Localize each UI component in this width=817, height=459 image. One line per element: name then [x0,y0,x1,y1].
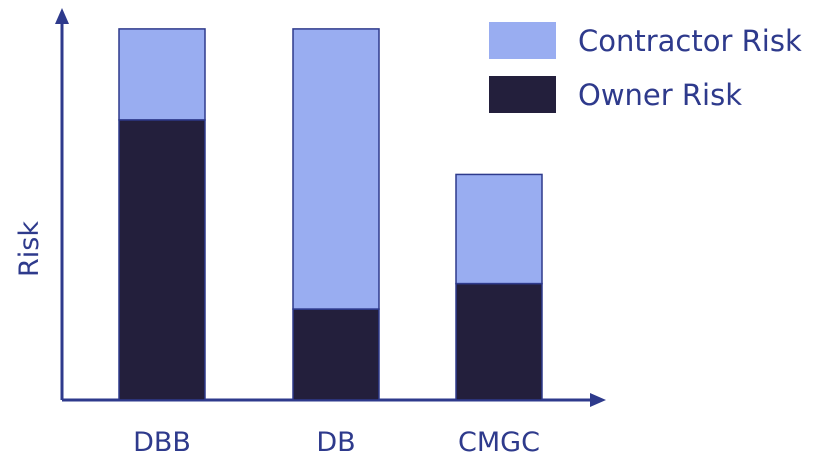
x-tick-label: CMGC [458,427,540,458]
x-tick-label: DBB [133,427,191,458]
legend-label: Owner Risk [578,78,742,112]
x-tick-labels: DBB DB CMGC [133,427,540,458]
y-axis-arrowhead [55,8,69,24]
bar-db-contractor-risk [292,28,380,310]
y-axis-title: Risk [14,221,45,277]
bar-cmgc-owner-risk [455,282,543,401]
legend-swatch-owner-risk [489,76,556,113]
bar-dbb-contractor-risk [118,28,206,121]
legend-label: Contractor Risk [578,24,802,58]
legend: Contractor Risk Owner Risk [489,22,802,113]
bars-group [118,28,543,401]
x-tick-label: DB [316,427,355,458]
bar-cmgc-contractor-risk [455,173,543,285]
bar-dbb-owner-risk [118,119,206,401]
x-axis-arrowhead [590,393,606,407]
legend-swatch-contractor-risk [489,22,556,59]
bar-db-owner-risk [292,308,380,401]
